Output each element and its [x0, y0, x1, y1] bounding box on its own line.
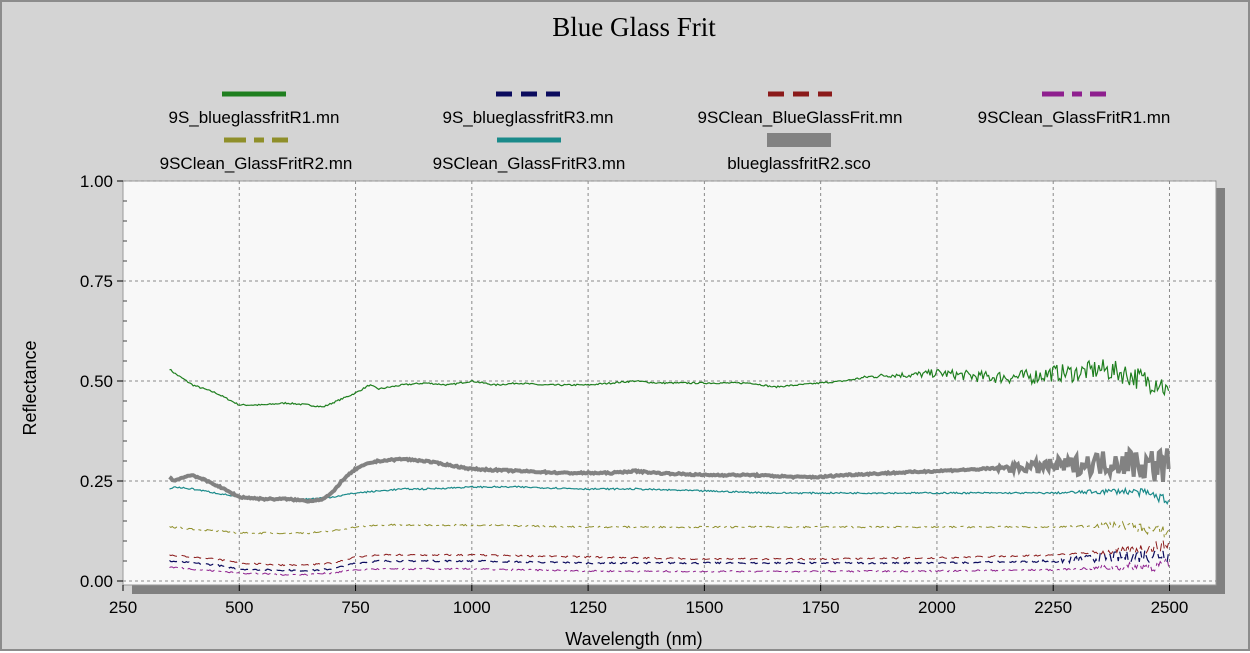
x-axis-label: Wavelength (nm) — [565, 629, 702, 649]
x-tick-label: 500 — [225, 598, 253, 617]
legend: 9S_blueglassfritR1.mn 9S_blueglassfritR3.… — [160, 91, 1171, 173]
x-tick-label: 1250 — [569, 598, 607, 617]
y-tick-label: 0.00 — [80, 572, 113, 591]
x-tick-label: 1500 — [685, 598, 723, 617]
y-tick-label: 0.50 — [80, 372, 113, 391]
series-line-2 — [169, 537, 1170, 567]
series-line-5 — [169, 485, 1170, 506]
legend-label: 9SClean_GlassFritR3.mn — [433, 154, 626, 173]
x-tick-label: 2500 — [1151, 598, 1189, 617]
y-tick-label: 1.00 — [80, 172, 113, 191]
x-tick-label: 2000 — [918, 598, 956, 617]
series-line-0 — [169, 359, 1170, 408]
y-axis-label: Reflectance — [20, 340, 40, 435]
x-tick-label: 750 — [341, 598, 369, 617]
y-tick-label: 0.75 — [80, 272, 113, 291]
axis-ticks: 250 500 750 1000 1250 1500 1750 2000 2250 2500 0.0… — [80, 172, 1188, 617]
series-line-3 — [169, 558, 1170, 576]
legend-label: 9SClean_GlassFritR1.mn — [978, 108, 1171, 127]
y-tick-label: 0.25 — [80, 472, 113, 491]
series-group — [168, 359, 1171, 576]
series-line-6 — [168, 445, 1171, 504]
legend-label: blueglassfritR2.sco — [727, 154, 871, 173]
x-axis-label-text: Wavelength — [565, 629, 659, 649]
x-tick-label: 1000 — [453, 598, 491, 617]
x-tick-label: 2250 — [1034, 598, 1072, 617]
grid — [123, 180, 1216, 585]
series-line-4 — [169, 520, 1170, 540]
legend-label: 9SClean_GlassFritR2.mn — [160, 154, 353, 173]
x-tick-label: 250 — [109, 598, 137, 617]
chart-title: Blue Glass Frit — [552, 12, 716, 42]
x-axis-unit: (nm) — [666, 629, 703, 649]
legend-label: 9SClean_BlueGlassFrit.mn — [697, 108, 902, 127]
x-tick-label: 1750 — [802, 598, 840, 617]
legend-label: 9S_blueglassfritR3.mn — [442, 108, 613, 127]
legend-label: 9S_blueglassfritR1.mn — [168, 108, 339, 127]
series-line-1 — [169, 549, 1170, 572]
